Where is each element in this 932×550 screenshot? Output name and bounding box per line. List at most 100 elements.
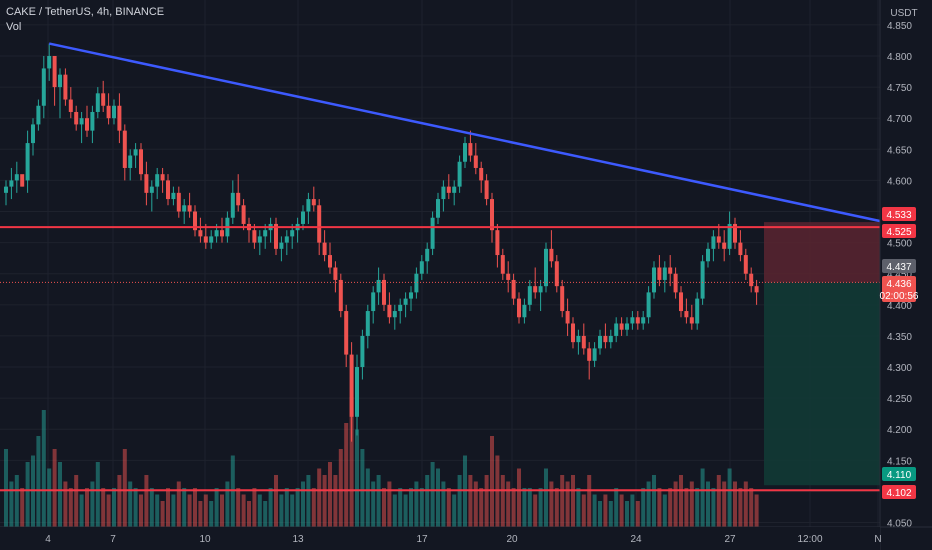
- volume-bar: [20, 488, 25, 527]
- candle-body: [484, 180, 489, 200]
- volume-bar: [538, 488, 543, 527]
- candle-body: [209, 236, 214, 243]
- candle-body: [749, 273, 754, 287]
- candle-body: [689, 317, 694, 324]
- candle-body: [284, 236, 289, 243]
- candle-body: [641, 317, 646, 324]
- countdown-label: 02:00:56: [880, 291, 919, 302]
- candle-body: [500, 255, 505, 274]
- volume-bar: [311, 488, 316, 527]
- candle-body: [90, 111, 95, 131]
- volume-bar: [79, 494, 84, 527]
- volume-bar: [409, 488, 413, 527]
- candle-body: [106, 105, 111, 119]
- candle-body: [95, 93, 100, 112]
- volume-bar: [635, 501, 640, 527]
- candle-body: [457, 161, 462, 187]
- volume-bar: [603, 494, 608, 527]
- symbol-title[interactable]: CAKE / TetherUS, 4h, BINANCE: [6, 6, 165, 18]
- volume-bar: [344, 423, 349, 527]
- candle-body: [263, 230, 268, 237]
- candle-body: [236, 192, 241, 206]
- volume-bar: [274, 475, 278, 527]
- candle-body: [328, 255, 332, 268]
- volume-bar: [625, 501, 629, 527]
- volume-bar: [608, 501, 613, 527]
- price-tick-label: 4.050: [887, 519, 912, 530]
- volume-bar: [403, 494, 408, 527]
- candle-body: [436, 199, 440, 218]
- take-profit-zone: [764, 282, 880, 486]
- price-tick-label: 4.200: [887, 425, 912, 436]
- volume-bar: [684, 488, 689, 527]
- volume-bar: [576, 488, 581, 527]
- candle-body: [619, 323, 624, 330]
- candle-body: [311, 199, 316, 206]
- volume-bar: [689, 481, 694, 527]
- volume-bar: [371, 481, 376, 527]
- candle-body: [301, 211, 305, 224]
- volume-bar: [484, 475, 489, 527]
- volume-bar: [306, 475, 311, 527]
- candle-body: [371, 292, 376, 312]
- volume-bar: [749, 488, 754, 527]
- candle-body: [517, 298, 521, 318]
- volume-bar: [457, 475, 462, 527]
- candle-body: [522, 304, 527, 318]
- volume-bar: [68, 488, 73, 527]
- volume-bar: [598, 501, 602, 527]
- candle-body: [155, 174, 160, 187]
- volume-bar: [139, 494, 143, 527]
- candle-body: [338, 279, 343, 312]
- volume-bar: [41, 410, 46, 527]
- candle-body: [166, 180, 170, 200]
- candle-body: [198, 230, 203, 237]
- volume-bar: [695, 488, 700, 527]
- volume-bar: [230, 455, 235, 527]
- time-axis[interactable]: [0, 527, 880, 550]
- volume-bar: [500, 475, 505, 527]
- volume-bar: [268, 488, 273, 527]
- price-tag: [882, 276, 916, 302]
- price-tag: [882, 485, 916, 499]
- candle-body: [592, 348, 597, 361]
- candle-body: [398, 304, 403, 312]
- volume-bar: [14, 475, 19, 527]
- volume-bar: [754, 494, 759, 527]
- volume-bar: [376, 475, 381, 527]
- candle-body: [576, 335, 581, 343]
- volume-bar: [630, 494, 635, 527]
- candle-body: [646, 292, 651, 318]
- time-tick-label: 27: [724, 534, 736, 545]
- volume-bar: [322, 475, 327, 527]
- candle-body: [565, 311, 570, 324]
- candle-body: [149, 186, 154, 193]
- volume-indicator-label[interactable]: Vol: [6, 21, 22, 33]
- candle-body: [317, 205, 322, 243]
- volume-bar: [47, 468, 52, 527]
- candle-body: [122, 130, 127, 168]
- candle-body: [608, 335, 613, 343]
- time-tick-label: 17: [416, 534, 428, 545]
- candle-body: [662, 267, 667, 280]
- volume-bar: [743, 481, 748, 527]
- volume-bar: [257, 494, 262, 527]
- candle-body: [706, 248, 710, 262]
- candle-body: [344, 311, 349, 355]
- volume-bar: [284, 488, 289, 527]
- volume-bar: [263, 501, 268, 527]
- volume-bar: [171, 494, 176, 527]
- volume-bar: [436, 468, 440, 527]
- candle-body: [695, 298, 700, 324]
- volume-bar: [619, 494, 624, 527]
- time-tick-label: 7: [110, 534, 116, 545]
- volume-bar: [652, 475, 656, 527]
- price-tick-label: 4.250: [887, 394, 912, 405]
- candle-body: [214, 230, 219, 237]
- time-tick-label: 24: [630, 534, 642, 545]
- volume-bar: [414, 481, 419, 527]
- volume-bar: [176, 481, 181, 527]
- candle-body: [716, 236, 721, 243]
- candle-body: [63, 74, 68, 100]
